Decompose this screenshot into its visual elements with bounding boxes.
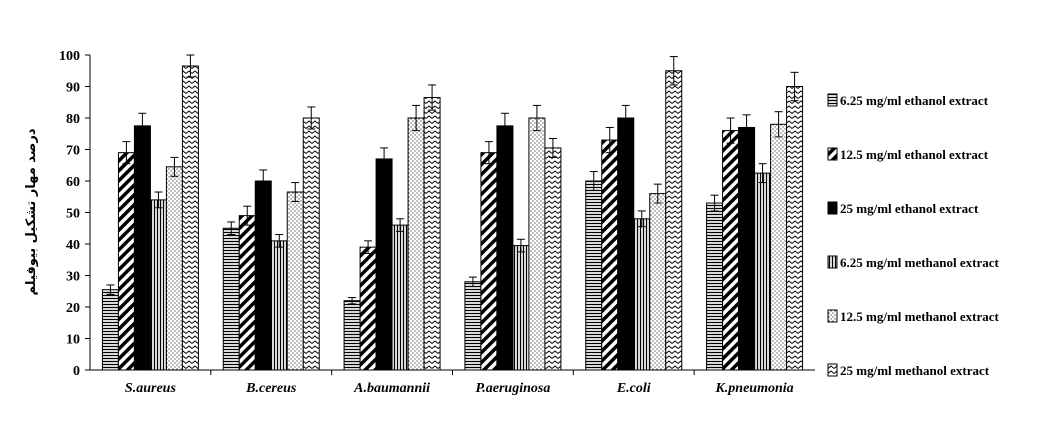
bar (754, 172, 772, 371)
legend-swatch (827, 201, 838, 215)
legend-label: 25 mg/ml ethanol extract (840, 201, 979, 216)
legend-swatch (827, 363, 838, 377)
y-axis: 0 10 20 30 40 50 60 70 80 90 100 (59, 49, 91, 379)
legend-swatch (827, 309, 838, 323)
x-axis: S.aureus B.cereus A.baumannii P.aeruginosa E… (90, 369, 815, 396)
bar (407, 117, 425, 371)
bar (585, 180, 603, 371)
legend-label: 6.25 mg/ml methanol extract (840, 255, 1000, 270)
y-tick-label: 20 (66, 301, 80, 316)
category-label: S.aureus (125, 381, 177, 396)
bar (738, 126, 756, 371)
bar (222, 227, 240, 371)
y-tick-label: 80 (66, 112, 80, 127)
bar (496, 125, 514, 371)
legend-swatch (827, 93, 838, 107)
bar (423, 97, 441, 371)
bar (633, 218, 651, 371)
bar (286, 191, 304, 371)
legend-label: 25 mg/ml methanol extract (840, 363, 990, 378)
bar (601, 139, 619, 371)
bar (133, 125, 151, 371)
bar (512, 245, 530, 371)
bar (722, 130, 740, 371)
category-label: E.coli (616, 381, 651, 396)
bar (528, 117, 546, 371)
bar (665, 70, 683, 371)
bar (165, 166, 183, 371)
bar (617, 117, 635, 371)
legend-label: 6.25 mg/ml ethanol extract (840, 93, 989, 108)
category-label: P.aeruginosa (476, 381, 551, 396)
category-label: K.pneumonia (714, 381, 793, 396)
legend-swatch (827, 255, 838, 269)
legend-swatch (827, 147, 838, 161)
y-tick-label: 100 (59, 49, 80, 64)
bar (343, 300, 361, 371)
y-tick-label: 10 (66, 333, 80, 348)
bar (375, 158, 393, 371)
y-tick-label: 30 (66, 270, 80, 285)
bar (391, 224, 409, 371)
legend-label: 12.5 mg/ml methanol extract (840, 309, 1000, 324)
y-tick-label: 70 (66, 144, 80, 159)
y-axis-label: درصد مهار تشکیل بیوفیلم (24, 128, 39, 295)
y-tick-label: 90 (66, 81, 80, 96)
bar (238, 215, 256, 371)
y-tick-label: 40 (66, 238, 80, 253)
y-tick-label: 50 (66, 207, 80, 222)
bar (101, 289, 119, 371)
error-bars (106, 54, 799, 305)
bar (359, 246, 377, 371)
bar (302, 117, 320, 371)
category-label: A.baumannii (353, 381, 430, 396)
legend: 6.25 mg/ml ethanol extract 12.5 mg/ml eth… (827, 93, 1000, 378)
bar (706, 202, 724, 371)
bar (149, 199, 167, 371)
bar (270, 240, 288, 371)
bar (480, 152, 498, 371)
bar (649, 193, 667, 371)
bar (181, 65, 199, 371)
bar (117, 152, 135, 371)
bar (770, 123, 788, 371)
bar (254, 180, 272, 371)
bar (786, 86, 804, 371)
y-tick-label: 0 (73, 364, 80, 379)
y-tick-label: 60 (66, 175, 80, 190)
bar (464, 281, 482, 371)
bar (544, 147, 562, 371)
legend-label: 12.5 mg/ml ethanol extract (840, 147, 989, 162)
bars (101, 65, 804, 371)
category-label: B.cereus (245, 381, 297, 396)
